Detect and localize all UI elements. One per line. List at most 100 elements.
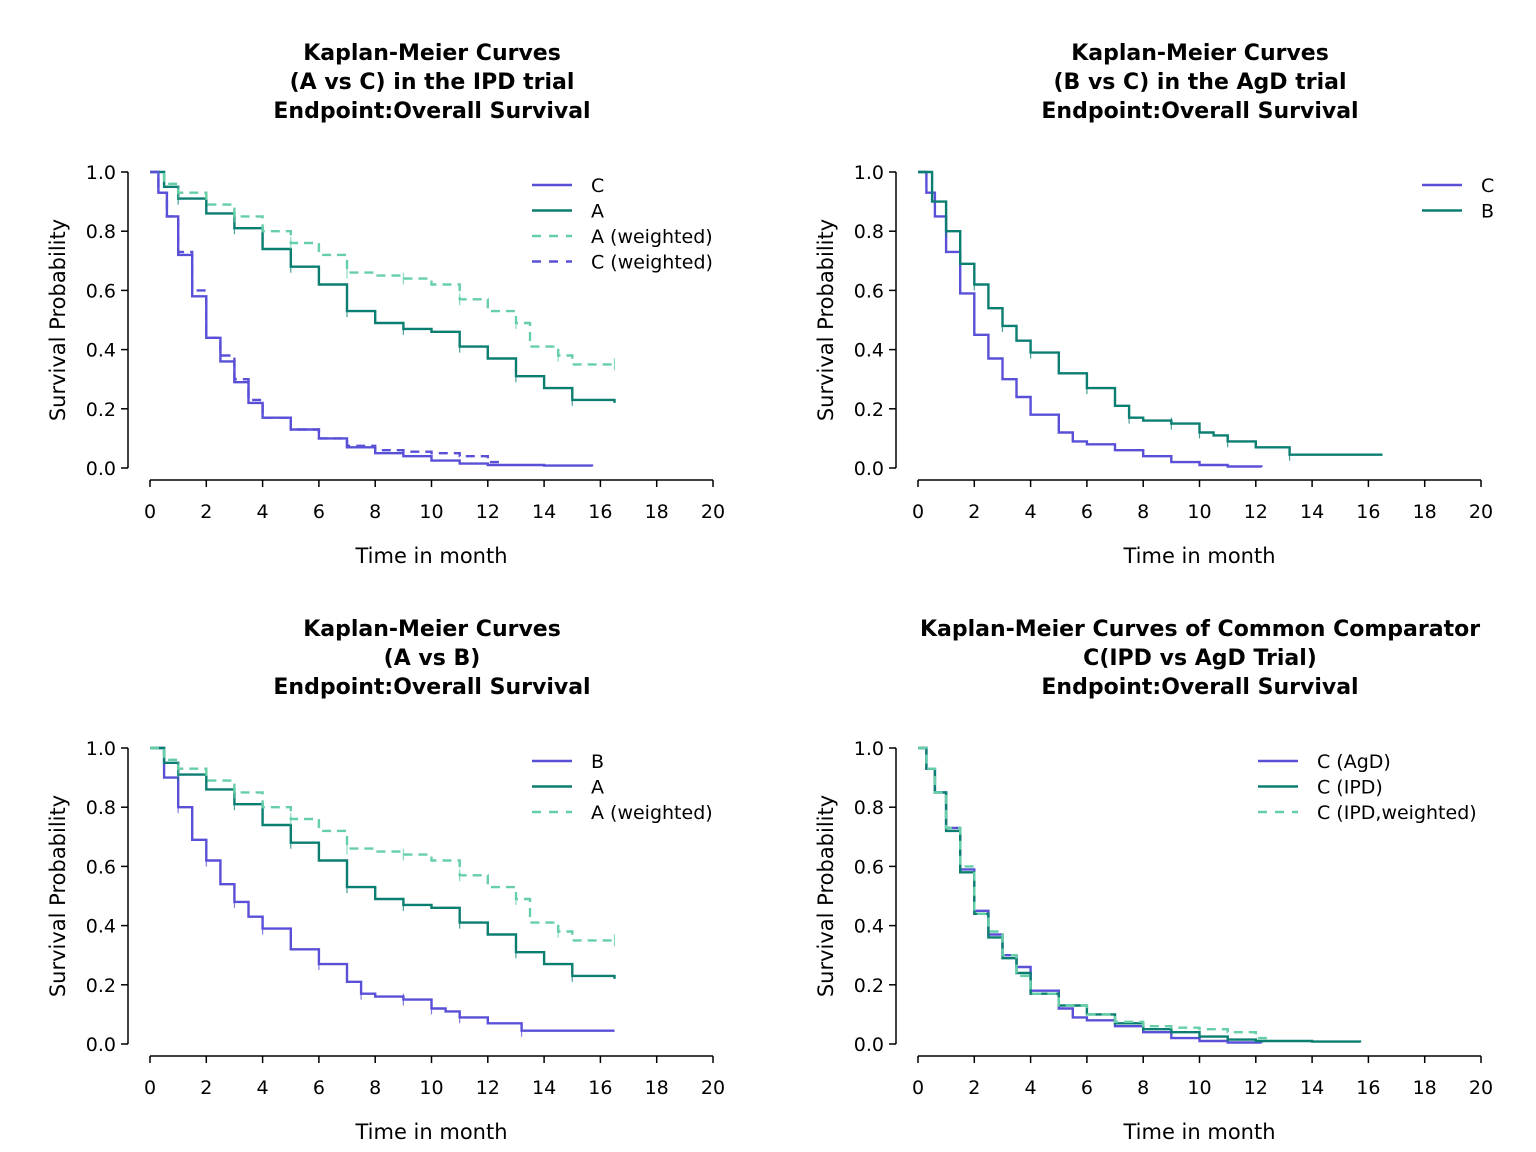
x-tick-label: 6 [313, 1077, 325, 1099]
y-tick-label: 0.2 [854, 975, 884, 997]
y-tick-label: 0.6 [86, 280, 116, 302]
legend-label: A (weighted) [591, 802, 713, 824]
y-tick-label: 1.0 [854, 738, 884, 760]
x-tick-label: 20 [701, 501, 725, 523]
x-tick-label: 14 [532, 501, 556, 523]
chart-title-line: (A vs B) [384, 646, 481, 671]
x-tick-label: 12 [1244, 501, 1268, 523]
x-tick-label: 20 [1469, 501, 1493, 523]
y-tick-label: 0.8 [86, 221, 116, 243]
chart-title-line: Kaplan-Meier Curves [1071, 41, 1329, 66]
x-tick-label: 2 [200, 1077, 212, 1099]
series-line-a-weighted [150, 170, 615, 366]
y-axis-label: Survival Probability [46, 219, 70, 421]
x-tick-label: 20 [1469, 1077, 1493, 1099]
legend-label: B [591, 751, 604, 773]
series-line-a [150, 746, 616, 979]
y-tick-label: 0.4 [854, 340, 884, 362]
series-line-a-weighted [150, 746, 615, 942]
legend-label: C (IPD,weighted) [1317, 802, 1477, 824]
x-tick-label: 8 [1137, 1077, 1149, 1099]
x-tick-label: 12 [476, 501, 500, 523]
y-tick-label: 1.0 [86, 738, 116, 760]
y-tick-label: 0.8 [86, 797, 116, 819]
x-tick-label: 2 [200, 501, 212, 523]
x-tick-label: 18 [645, 501, 669, 523]
y-tick-label: 0.2 [86, 975, 116, 997]
y-tick-label: 0.2 [86, 399, 116, 421]
y-tick-label: 1.0 [86, 162, 116, 184]
y-tick-label: 0.0 [86, 1034, 116, 1056]
legend-label: B [1481, 201, 1494, 223]
chart-title-line: Kaplan-Meier Curves [303, 41, 561, 66]
x-axis-label: Time in month [1122, 1120, 1275, 1144]
chart-title-line: Endpoint:Overall Survival [1041, 675, 1358, 700]
series-line-c-ipd-weighted [918, 746, 1268, 1040]
chart-title-line: Endpoint:Overall Survival [1041, 99, 1358, 124]
y-tick-label: 0.0 [854, 458, 884, 480]
series-line-c [918, 170, 1263, 468]
x-tick-label: 0 [912, 501, 924, 523]
y-axis-label: Survival Probability [46, 795, 70, 997]
chart-panel-2: Kaplan-Meier Curves (B vs C) in the AgD t… [814, 41, 1494, 568]
legend-label: C (IPD) [1317, 777, 1383, 799]
y-tick-label: 0.8 [854, 797, 884, 819]
x-tick-label: 6 [313, 501, 325, 523]
legend-label: A [591, 777, 604, 799]
x-tick-label: 12 [476, 1077, 500, 1099]
x-tick-label: 18 [645, 1077, 669, 1099]
x-axis-label: Time in month [1122, 544, 1275, 568]
x-tick-label: 6 [1081, 501, 1093, 523]
legend-label: C (AgD) [1317, 751, 1391, 773]
series-line-c-agd [918, 746, 1263, 1044]
y-tick-label: 0.6 [854, 856, 884, 878]
chart-title-line: C(IPD vs AgD Trial) [1083, 646, 1317, 671]
chart-panel-4: Kaplan-Meier Curves of Common Comparator… [814, 617, 1493, 1144]
x-tick-label: 14 [1300, 501, 1324, 523]
x-tick-label: 16 [588, 1077, 612, 1099]
chart-title-line: Endpoint:Overall Survival [273, 675, 590, 700]
y-tick-label: 0.4 [86, 340, 116, 362]
x-tick-label: 18 [1413, 501, 1437, 523]
y-tick-label: 0.2 [854, 399, 884, 421]
x-tick-label: 0 [144, 1077, 156, 1099]
series-line-c-ipd [918, 746, 1362, 1043]
x-tick-label: 16 [1356, 501, 1380, 523]
x-tick-label: 6 [1081, 1077, 1093, 1099]
series-line-b [918, 170, 1383, 456]
x-tick-label: 4 [1025, 1077, 1037, 1099]
series-line-a [150, 170, 616, 403]
x-axis-label: Time in month [354, 544, 507, 568]
x-tick-label: 14 [532, 1077, 556, 1099]
y-tick-label: 0.6 [86, 856, 116, 878]
x-tick-label: 8 [369, 501, 381, 523]
chart-title-line: Kaplan-Meier Curves of Common Comparator [920, 617, 1480, 642]
legend-label: C [1481, 175, 1494, 197]
legend-label: C [591, 175, 604, 197]
y-tick-label: 0.4 [854, 916, 884, 938]
x-tick-label: 8 [1137, 501, 1149, 523]
y-tick-label: 0.6 [854, 280, 884, 302]
legend-label: A [591, 201, 604, 223]
y-axis-label: Survival Probability [814, 219, 838, 421]
x-axis-label: Time in month [354, 1120, 507, 1144]
chart-title-line: Endpoint:Overall Survival [273, 99, 590, 124]
x-tick-label: 10 [419, 1077, 443, 1099]
series-line-c-weighted [150, 170, 500, 464]
y-tick-label: 0.0 [86, 458, 116, 480]
y-tick-label: 0.0 [854, 1034, 884, 1056]
x-tick-label: 4 [257, 501, 269, 523]
x-tick-label: 10 [1187, 1077, 1211, 1099]
series-line-c [150, 170, 594, 467]
x-tick-label: 18 [1413, 1077, 1437, 1099]
chart-panel-1: Kaplan-Meier Curves (A vs C) in the IPD t… [46, 41, 725, 568]
x-tick-label: 2 [968, 1077, 980, 1099]
x-tick-label: 0 [912, 1077, 924, 1099]
y-tick-label: 0.4 [86, 916, 116, 938]
x-tick-label: 10 [1187, 501, 1211, 523]
legend-label: A (weighted) [591, 226, 713, 248]
x-tick-label: 16 [588, 501, 612, 523]
legend-label: C (weighted) [591, 252, 713, 274]
x-tick-label: 4 [1025, 501, 1037, 523]
